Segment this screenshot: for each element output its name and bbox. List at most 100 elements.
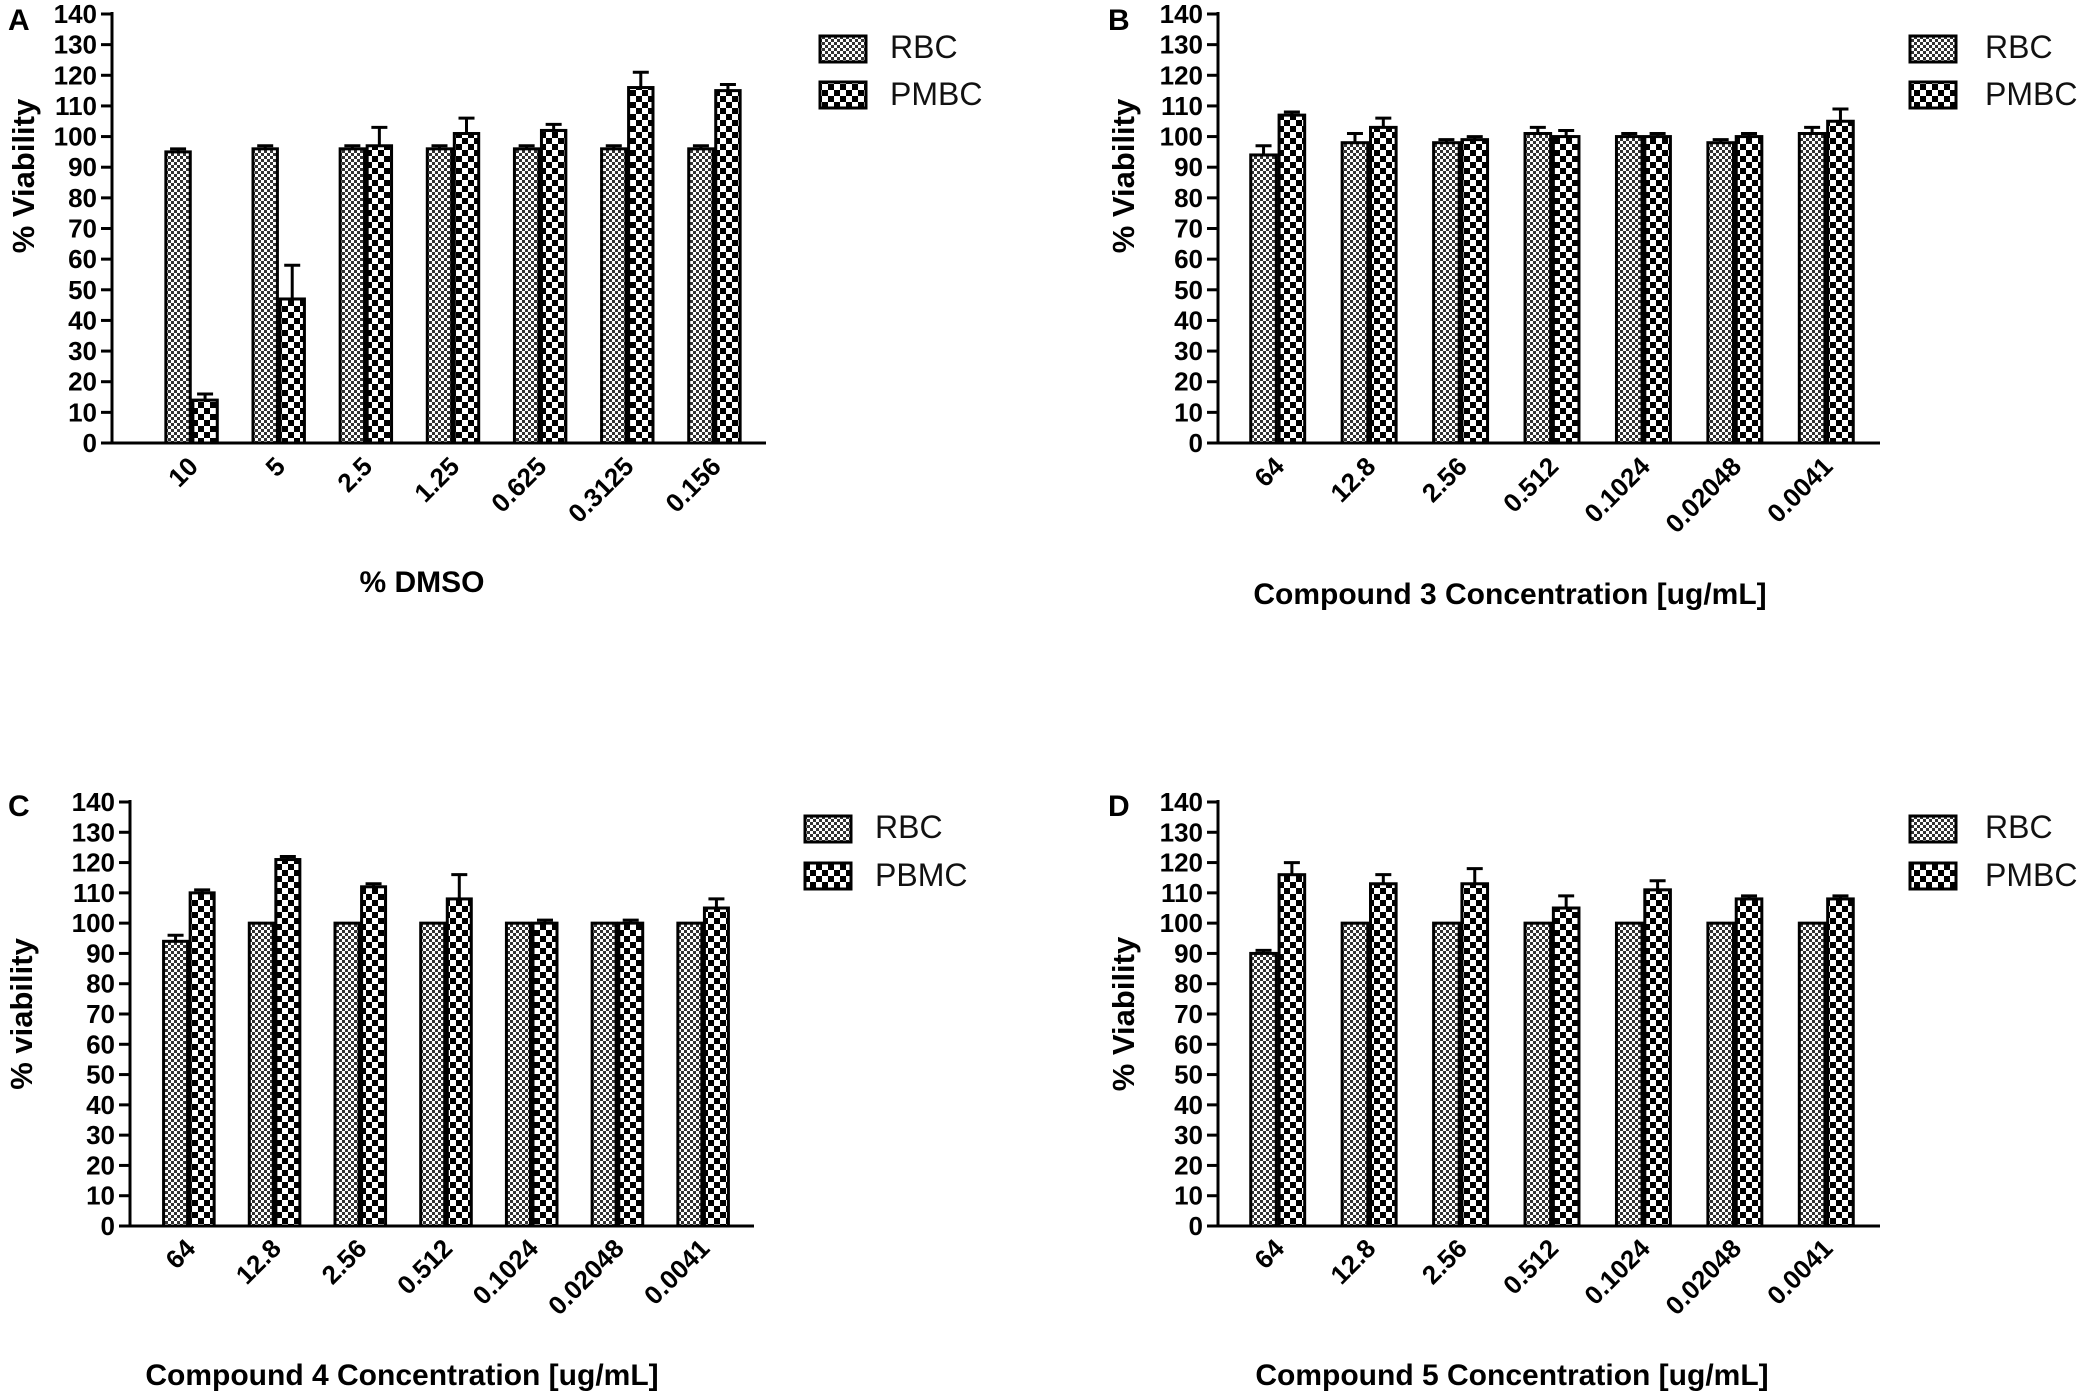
- y-tick-label: 0: [83, 428, 97, 458]
- x-tick-label: 2.5: [331, 451, 378, 498]
- y-tick-label: 80: [68, 183, 97, 213]
- legend: RBC PMBC: [818, 29, 982, 112]
- legend-swatch-pmbc: [1908, 80, 1958, 110]
- bar-pbmc-12-8: [274, 858, 302, 1228]
- x-tick-label: 12.8: [230, 1233, 287, 1290]
- y-tick-label: 90: [1174, 938, 1203, 968]
- y-tick-label: 60: [1174, 1029, 1203, 1059]
- panel-letter-b: B: [1108, 4, 1130, 37]
- x-tick-label: 12.8: [1324, 451, 1381, 508]
- y-tick-label: 0: [1189, 1211, 1203, 1241]
- y-tick-label: 110: [73, 878, 115, 908]
- bar-pmbc-0-512: [1551, 135, 1581, 445]
- x-tick-label: 2.56: [316, 1233, 373, 1290]
- y-tick-label: 30: [68, 336, 97, 366]
- bar-pmbc-10: [191, 398, 219, 445]
- y-axis-label: % Viability: [6, 98, 41, 253]
- legend-swatch-rbc: [1908, 814, 1958, 844]
- bar-pmbc-0-156: [714, 89, 742, 445]
- bar-pbmc-0-0041: [702, 906, 730, 1228]
- y-tick-label: 20: [86, 1150, 115, 1180]
- bar-rbc-64: [1249, 153, 1278, 445]
- x-axis-label: Compound 5 Concentration [ug/mL]: [1255, 1359, 1768, 1392]
- x-tick-label: 0.512: [391, 1233, 458, 1300]
- y-tick-label: 60: [86, 1029, 115, 1059]
- y-tick-label: 140: [72, 787, 115, 817]
- legend-label-rbc: RBC: [890, 29, 958, 65]
- y-tick-label: 110: [1161, 878, 1203, 908]
- y-tick-label: 100: [1160, 908, 1203, 938]
- bar-rbc-2-5: [338, 147, 367, 445]
- y-tick-label: 50: [1174, 1060, 1203, 1090]
- y-tick-label: 0: [101, 1211, 115, 1241]
- bar-rbc-0-3125: [600, 147, 628, 445]
- x-tick-label: 0.02048: [1659, 1233, 1747, 1321]
- y-tick-label: 10: [86, 1181, 115, 1211]
- bar-pbmc-64: [188, 891, 216, 1228]
- legend-label-rbc: RBC: [1985, 809, 2053, 845]
- bar-pmbc-12-8: [1369, 882, 1398, 1228]
- bar-pbmc-2-56: [360, 885, 388, 1228]
- x-axis-label: % DMSO: [359, 566, 484, 599]
- y-tick-label: 100: [54, 122, 97, 152]
- bar-rbc-0-0041: [676, 921, 704, 1228]
- legend-swatch-rbc: [803, 814, 853, 844]
- bar-pmbc-0-3125: [627, 86, 655, 445]
- y-tick-label: 100: [1160, 122, 1203, 152]
- y-tick-label: 70: [1174, 999, 1203, 1029]
- y-tick-label: 140: [54, 0, 97, 29]
- legend-label-rbc: RBC: [875, 809, 943, 845]
- x-tick-label: 0.02048: [542, 1233, 630, 1321]
- x-tick-label: 0.156: [659, 451, 726, 518]
- bar-rbc-0-02048: [1706, 921, 1735, 1228]
- bar-rbc-64: [1249, 951, 1278, 1228]
- legend-swatch-pbmc: [803, 861, 853, 891]
- bar-pmbc-12-8: [1369, 125, 1398, 445]
- y-tick-label: 40: [1174, 1090, 1203, 1120]
- y-tick-label: 50: [1174, 275, 1203, 305]
- y-tick-label: 140: [1160, 787, 1203, 817]
- bar-rbc-1-25: [425, 147, 454, 445]
- y-tick-label: 20: [1174, 1150, 1203, 1180]
- bar-pmbc-0-625: [539, 128, 568, 445]
- y-tick-label: 20: [68, 367, 97, 397]
- legend: RBC PMBC: [1908, 29, 2077, 112]
- y-tick-label: 20: [1174, 367, 1203, 397]
- legend-label-rbc: RBC: [1985, 29, 2053, 65]
- bar-pbmc-0-02048: [617, 921, 645, 1228]
- legend-swatch-rbc: [818, 34, 868, 64]
- bar-pbmc-0-512: [445, 897, 473, 1228]
- x-tick-label: 5: [260, 451, 291, 482]
- x-tick-label: 64: [159, 1233, 201, 1275]
- bar-rbc-0-1024: [1614, 135, 1644, 445]
- y-tick-label: 90: [1174, 152, 1203, 182]
- y-tick-label: 110: [55, 91, 97, 121]
- y-tick-label: 10: [1174, 397, 1203, 427]
- y-tick-label: 50: [68, 275, 97, 305]
- y-tick-label: 90: [86, 938, 115, 968]
- x-tick-label: 64: [1248, 451, 1290, 493]
- legend-swatch-pmbc: [1908, 861, 1958, 891]
- bar-rbc-0-625: [512, 147, 541, 445]
- x-tick-label: 0.1024: [1578, 451, 1656, 529]
- panel-letter-a: A: [8, 4, 30, 37]
- x-tick-label: 64: [1248, 1233, 1290, 1275]
- y-tick-label: 40: [86, 1090, 115, 1120]
- y-tick-label: 120: [1160, 60, 1203, 90]
- y-tick-label: 130: [1160, 30, 1203, 60]
- y-tick-label: 140: [1160, 0, 1203, 29]
- y-tick-label: 120: [54, 60, 97, 90]
- bar-rbc-0-512: [1523, 921, 1553, 1228]
- bar-pmbc-64: [1277, 873, 1307, 1228]
- y-tick-label: 30: [1174, 1120, 1203, 1150]
- bar-rbc-0-02048: [590, 921, 618, 1228]
- y-tick-label: 130: [1160, 817, 1203, 847]
- bar-pmbc-2-5: [365, 144, 394, 445]
- bar-rbc-12-8: [247, 921, 275, 1228]
- legend: RBC PBMC: [803, 809, 967, 893]
- y-tick-label: 130: [72, 817, 115, 847]
- bar-rbc-12-8: [1340, 141, 1370, 445]
